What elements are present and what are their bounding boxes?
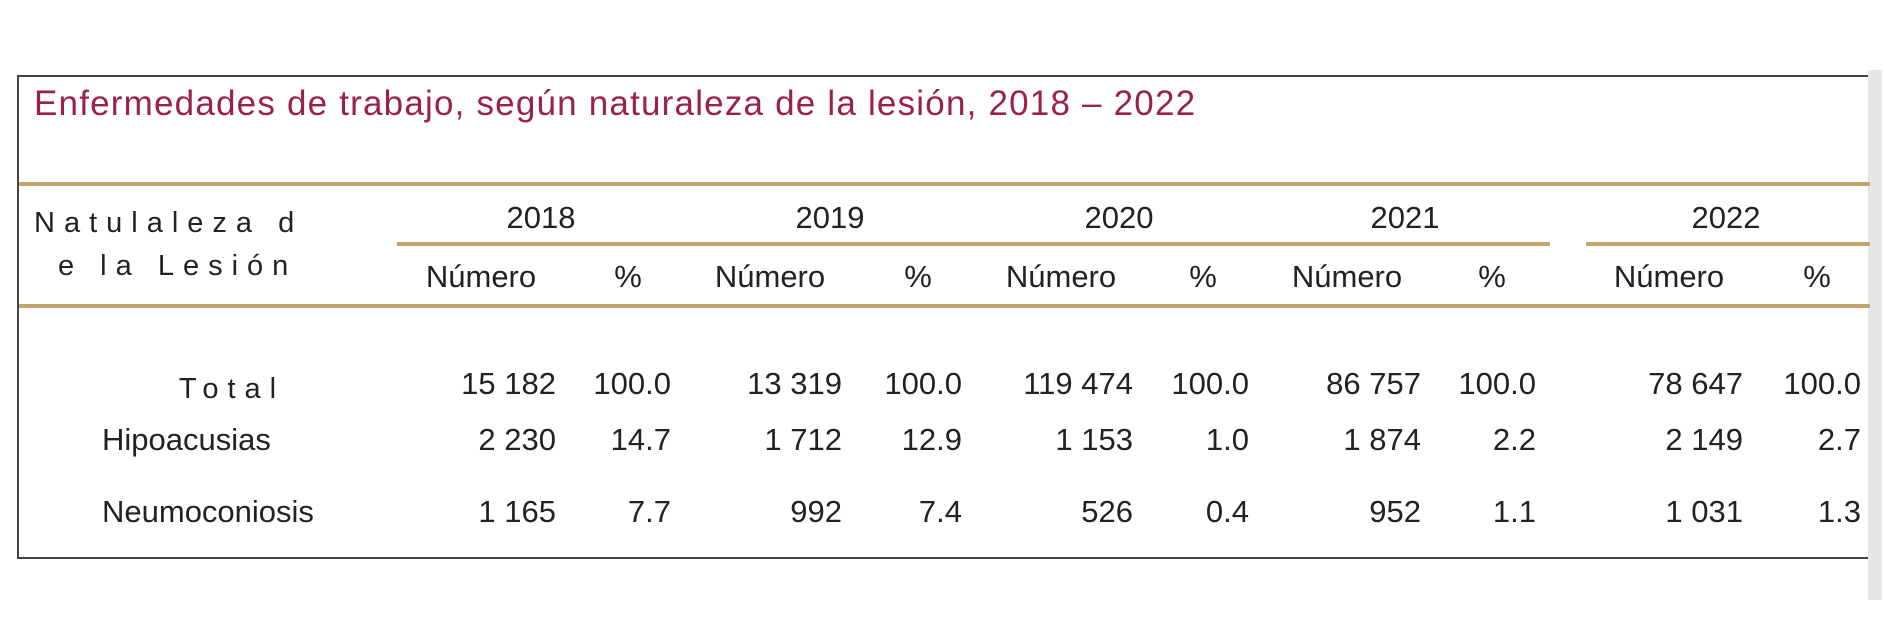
row-header-line1: Natulaleza d	[34, 207, 304, 239]
subheader-percent: %	[1478, 259, 1506, 294]
year-header-2021: 2021	[1370, 200, 1440, 235]
subheader-number: Número	[714, 259, 826, 294]
year-header-2020: 2020	[1084, 200, 1154, 235]
cell-percent: 100.0	[884, 366, 962, 401]
subheader-number: Número	[1291, 259, 1403, 294]
year-rule-2022	[1586, 242, 1870, 246]
cell-percent: 100.0	[1171, 366, 1249, 401]
subheader-percent: %	[904, 259, 932, 294]
cell-number: 78 647	[1648, 366, 1743, 401]
subheader-number: Número	[1613, 259, 1725, 294]
header-bottom-rule	[19, 304, 1870, 308]
cell-percent: 1.3	[1817, 494, 1861, 529]
table-title: Enfermedades de trabajo, según naturalez…	[34, 84, 1197, 123]
cell-number: 1 712	[764, 422, 842, 457]
row-label: Neumoconiosis	[102, 494, 314, 529]
cell-percent: 14.7	[610, 422, 671, 457]
cell-percent: 100.0	[1783, 366, 1861, 401]
cell-number: 952	[1369, 494, 1421, 529]
top-rule	[19, 182, 1870, 186]
year-rule-2018-2021	[397, 242, 1550, 246]
cell-number: 2 149	[1665, 422, 1743, 457]
cell-number: 1 165	[478, 494, 556, 529]
cell-percent: 1.0	[1205, 422, 1249, 457]
row-label: Total	[178, 373, 286, 405]
year-header-2019: 2019	[795, 200, 865, 235]
year-header-2022: 2022	[1691, 200, 1761, 235]
cell-percent: 0.4	[1205, 494, 1249, 529]
cell-percent: 1.1	[1492, 494, 1536, 529]
subheader-percent: %	[1803, 259, 1831, 294]
page-edge	[1868, 70, 1882, 600]
row-header-line2: e la Lesión	[58, 250, 298, 282]
subheader-number: Número	[1005, 259, 1117, 294]
cell-number: 1 153	[1055, 422, 1133, 457]
year-header-2018: 2018	[506, 200, 576, 235]
cell-percent: 12.9	[901, 422, 962, 457]
cell-percent: 100.0	[1458, 366, 1536, 401]
subheader-number: Número	[425, 259, 537, 294]
cell-number: 526	[1081, 494, 1133, 529]
cell-number: 86 757	[1326, 366, 1421, 401]
cell-number: 1 031	[1665, 494, 1743, 529]
cell-number: 1 874	[1343, 422, 1421, 457]
table-frame	[17, 75, 1868, 559]
cell-number: 15 182	[461, 366, 556, 401]
row-label: Hipoacusias	[102, 422, 271, 457]
cell-percent: 2.2	[1492, 422, 1536, 457]
cell-percent: 2.7	[1817, 422, 1861, 457]
cell-number: 13 319	[747, 366, 842, 401]
subheader-percent: %	[1189, 259, 1217, 294]
subheader-percent: %	[614, 259, 642, 294]
cell-percent: 100.0	[593, 366, 671, 401]
cell-number: 2 230	[478, 422, 556, 457]
cell-number: 992	[790, 494, 842, 529]
cell-percent: 7.7	[627, 494, 671, 529]
cell-number: 119 474	[1023, 366, 1133, 401]
cell-percent: 7.4	[918, 494, 962, 529]
